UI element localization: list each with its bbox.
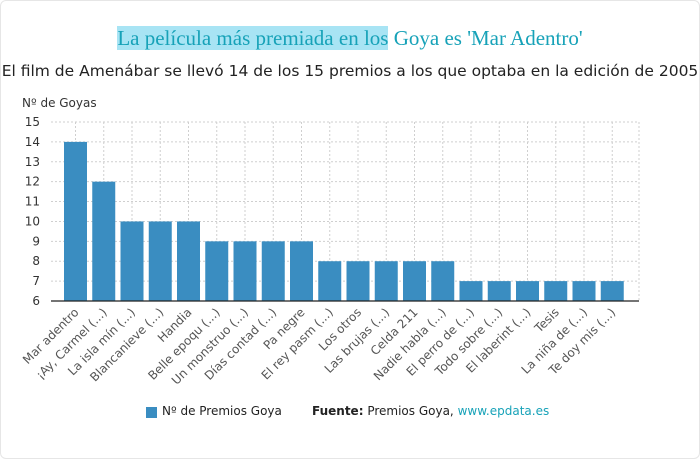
legend-label: Nº de Premios Goya <box>162 404 282 418</box>
bar <box>318 261 342 301</box>
bar <box>92 181 116 301</box>
bar <box>544 281 568 301</box>
y-tick-label: 15 <box>25 115 40 129</box>
bar <box>487 281 511 301</box>
source-text: Premios Goya, <box>363 404 458 418</box>
bar <box>177 221 200 301</box>
bar <box>148 221 172 301</box>
source-note: Fuente: Premios Goya, www.epdata.es <box>312 404 549 418</box>
y-tick-label: 13 <box>25 155 40 169</box>
chart-title: La película más premiada en los Goya es … <box>0 26 700 51</box>
chart-subtitle: El film de Amenábar se llevó 14 de los 1… <box>1 62 699 80</box>
y-tick-label: 7 <box>32 274 40 288</box>
bar <box>403 261 426 301</box>
bar <box>374 261 398 301</box>
bar <box>346 261 370 301</box>
bar <box>431 261 455 301</box>
y-tick-label: 8 <box>32 254 40 268</box>
bar <box>572 281 596 301</box>
y-tick-label: 6 <box>32 294 40 308</box>
bar <box>290 241 313 301</box>
bar <box>205 241 229 301</box>
bars <box>64 141 624 301</box>
y-tick-label: 12 <box>25 175 40 189</box>
source-link[interactable]: www.epdata.es <box>457 404 550 418</box>
legend-swatch <box>146 407 157 418</box>
title-highlighted-text: La película más premiada en los <box>117 26 389 50</box>
source-key: Fuente: <box>312 404 364 418</box>
y-tick-label: 11 <box>25 195 40 209</box>
y-tick-label: 10 <box>25 214 40 228</box>
bar <box>64 141 87 301</box>
y-tick-label: 14 <box>25 135 40 149</box>
title-rest-text: Goya es 'Mar Adentro' <box>388 26 583 50</box>
bar <box>261 241 285 301</box>
bar <box>120 221 144 301</box>
bar <box>516 281 539 301</box>
y-axis-label: Nº de Goyas <box>22 96 97 110</box>
bar <box>600 281 624 301</box>
y-tick-label: 9 <box>32 234 40 248</box>
bar <box>459 281 483 301</box>
bar <box>233 241 257 301</box>
